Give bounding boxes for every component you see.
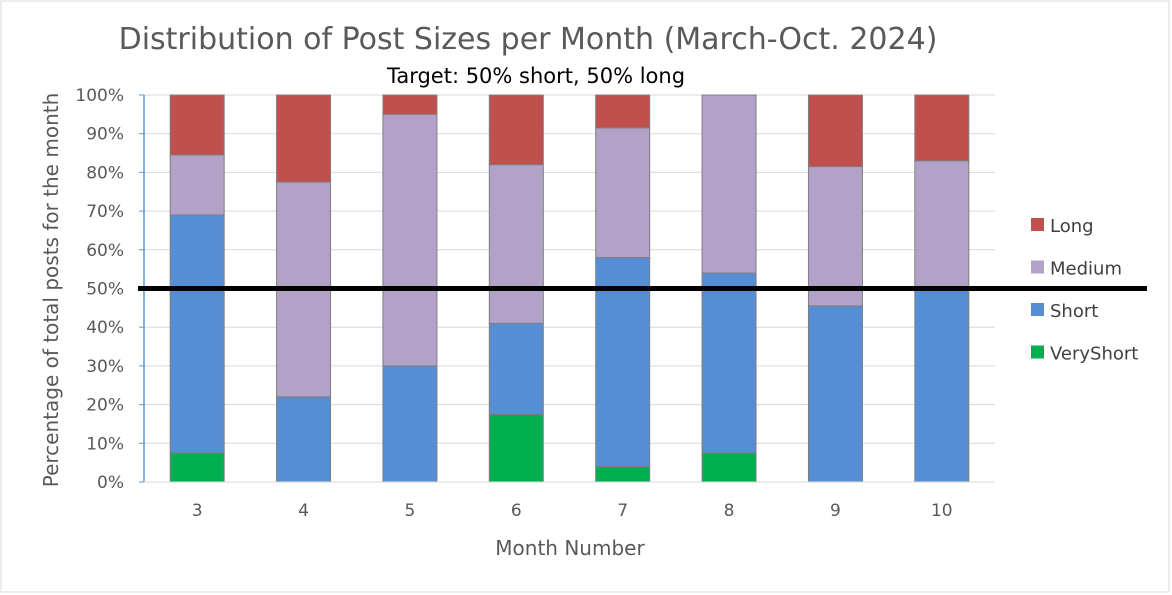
bars xyxy=(169,94,970,483)
bar-medium-7 xyxy=(595,127,651,259)
y-tick-label: 20% xyxy=(86,396,124,416)
bar-long-9 xyxy=(807,94,863,168)
legend-swatch-long xyxy=(1031,218,1044,231)
bar-long-6 xyxy=(488,94,544,166)
legend-label-medium: Medium xyxy=(1050,259,1122,280)
x-axis-title: Month Number xyxy=(495,536,645,560)
bar-veryshort-6 xyxy=(488,413,544,483)
bar-medium-5 xyxy=(382,113,438,367)
bar-medium-10 xyxy=(914,160,970,291)
y-axis-title: Percentage of total posts for the month xyxy=(39,93,63,488)
x-tick-label: 6 xyxy=(511,501,522,521)
legend-swatch-short xyxy=(1031,303,1044,316)
bar-medium-9 xyxy=(807,166,863,307)
bar-long-10 xyxy=(914,94,970,162)
x-tick-label: 3 xyxy=(192,501,203,521)
legend-label-long: Long xyxy=(1050,216,1094,237)
y-tick-label: 60% xyxy=(86,241,124,261)
legend-swatch-veryshort xyxy=(1031,345,1044,359)
bar-short-9 xyxy=(807,305,863,483)
y-tick-label: 30% xyxy=(86,357,124,377)
y-tick-label: 40% xyxy=(86,318,124,338)
bar-medium-8 xyxy=(701,94,757,274)
bar-long-7 xyxy=(595,94,651,129)
legend-swatch-medium xyxy=(1031,260,1044,274)
y-tick-label: 10% xyxy=(86,434,124,454)
axes: 0% 10% 20% 30% 40% 50% 60% 70% 80% 90% 100% 3 4 5 6 7 8 9… xyxy=(75,86,995,521)
bar-veryshort-3 xyxy=(169,452,225,483)
y-tick-label: 0% xyxy=(97,473,124,493)
bar-short-8 xyxy=(701,272,757,454)
bar-medium-3 xyxy=(169,154,225,216)
bar-short-5 xyxy=(382,365,438,483)
bar-short-6 xyxy=(488,322,544,415)
legend-label-short: Short xyxy=(1050,301,1098,322)
bar-veryshort-8 xyxy=(701,452,757,483)
bar-short-7 xyxy=(595,257,651,468)
bar-long-3 xyxy=(169,94,225,156)
x-tick-label: 8 xyxy=(724,501,735,521)
y-tick-label: 70% xyxy=(86,202,124,222)
x-tick-label: 5 xyxy=(405,501,416,521)
y-tick-label: 100% xyxy=(75,86,124,106)
x-tick-label: 4 xyxy=(298,501,309,521)
chart-subtitle: Target: 50% short, 50% long xyxy=(386,64,685,88)
bar-medium-6 xyxy=(488,164,544,324)
legend: Long Medium Short VeryShort xyxy=(1031,216,1138,365)
y-tick-label: 80% xyxy=(86,163,124,183)
legend-label-veryshort: VeryShort xyxy=(1050,344,1138,365)
chart-title: Distribution of Post Sizes per Month (Ma… xyxy=(119,22,938,57)
bar-long-5 xyxy=(382,94,438,115)
y-tick-label: 90% xyxy=(86,125,124,145)
x-tick-label: 7 xyxy=(617,501,628,521)
bar-long-4 xyxy=(276,94,332,183)
x-tick-label: 9 xyxy=(830,501,841,521)
bar-short-10 xyxy=(914,289,970,483)
x-tick-label: 10 xyxy=(931,501,953,521)
y-tick-label: 50% xyxy=(86,280,124,300)
bar-short-3 xyxy=(169,214,225,454)
bar-veryshort-7 xyxy=(595,466,651,483)
bar-short-4 xyxy=(276,396,332,483)
